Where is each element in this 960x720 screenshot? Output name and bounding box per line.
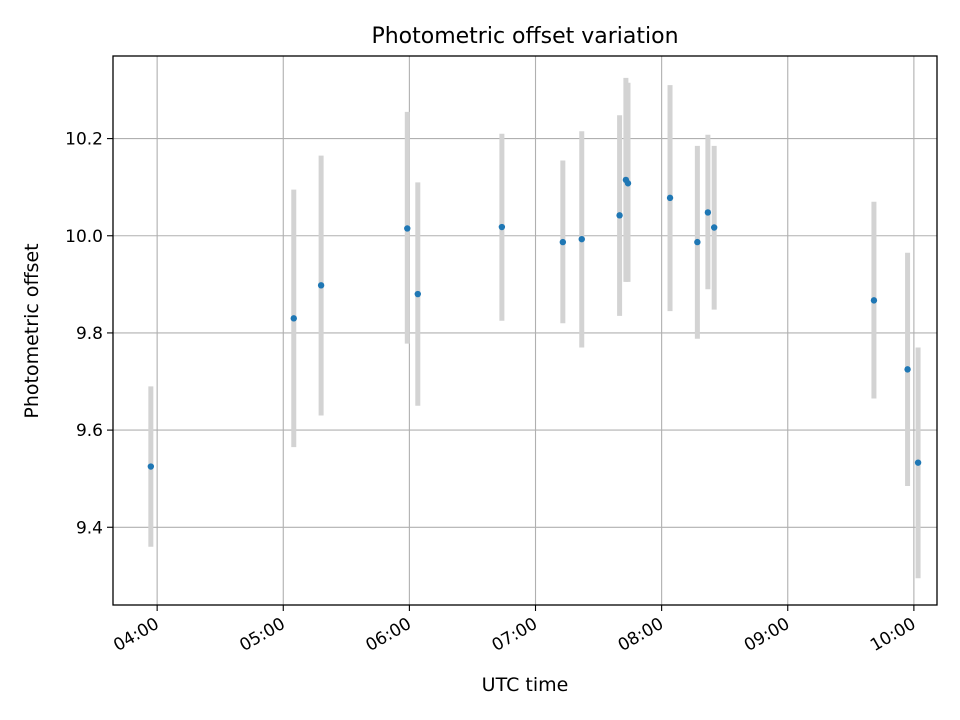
y-tick-label: 10.2 xyxy=(65,130,103,150)
data-point xyxy=(578,235,585,243)
data-point xyxy=(616,212,623,219)
data-point xyxy=(498,223,506,231)
data-point xyxy=(710,224,718,231)
y-axis-label: Photometric offset xyxy=(21,243,43,418)
data-point xyxy=(414,290,421,298)
x-axis-label: UTC time xyxy=(482,674,569,696)
data-point xyxy=(704,209,712,216)
data-point xyxy=(559,238,567,246)
plot-frame xyxy=(112,55,938,606)
data-points xyxy=(147,176,922,470)
y-tick-label: 9.4 xyxy=(76,518,103,538)
data-point xyxy=(147,463,155,470)
data-point xyxy=(317,282,325,289)
data-point xyxy=(666,194,674,202)
data-point xyxy=(904,366,911,373)
y-axis-ticks: 9.4 9.6 9.8 10.0 10.2 xyxy=(65,130,113,538)
data-point xyxy=(694,238,701,246)
data-point xyxy=(870,297,878,304)
data-point xyxy=(404,225,411,232)
y-tick-label: 9.6 xyxy=(76,421,103,441)
y-tick-label: 9.8 xyxy=(76,324,103,344)
chart-title: Photometric offset variation xyxy=(371,24,678,49)
y-tick-label: 10.0 xyxy=(65,227,103,247)
data-point xyxy=(914,459,922,466)
data-point xyxy=(290,315,297,322)
data-point xyxy=(624,180,632,187)
